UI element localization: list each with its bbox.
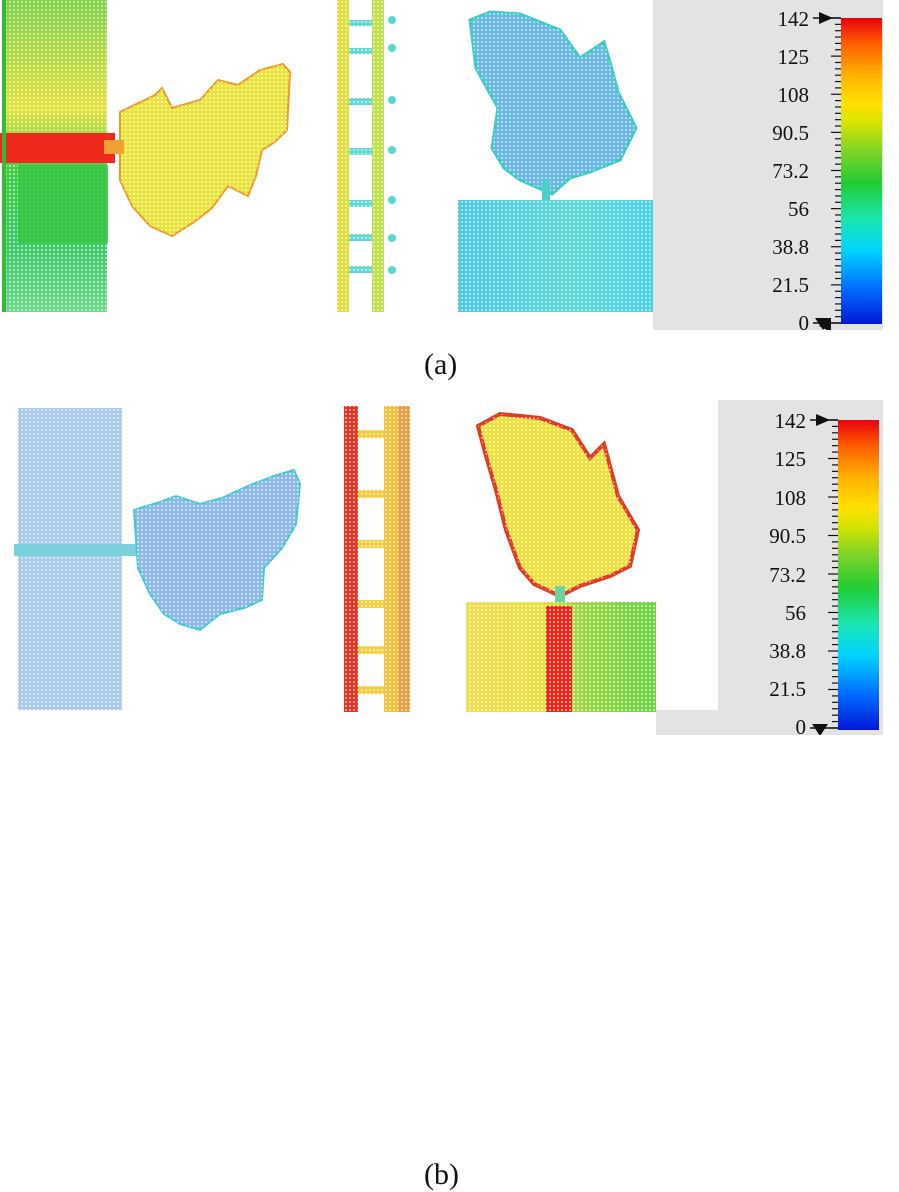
left-leaf-shape-a	[104, 62, 292, 238]
colorbar-tick-label: 0	[795, 715, 807, 739]
caption-a: (a)	[424, 348, 458, 381]
right-base-block-a	[458, 200, 654, 312]
colorbar-gradient-b	[838, 420, 879, 730]
left-block-a	[0, 0, 115, 312]
panel-a: 142 125 108 90.5 73.2 56 38.8 21.5 0 (a)	[0, 0, 899, 381]
colorbar-tick-label: 108	[774, 486, 807, 510]
colorbar-tick-label: 90.5	[772, 121, 809, 145]
colorbar-tick-label: 21.5	[772, 273, 809, 297]
colorbar-b: 142 125 108 90.5 73.2 56 38.8 21.5 0	[656, 400, 883, 739]
field-plot-a	[0, 0, 654, 312]
left-block-b	[14, 408, 136, 710]
colorbar-tick-label: 73.2	[769, 563, 806, 587]
colorbar-tick-label: 125	[777, 45, 810, 69]
center-comb-a	[337, 0, 404, 312]
colorbar-tick-label: 90.5	[769, 524, 806, 548]
left-leaf-shape-b	[132, 468, 302, 632]
colorbar-tick-label: 38.8	[772, 235, 809, 259]
right-leaf-shape-a	[468, 10, 638, 206]
center-comb-b	[344, 406, 410, 712]
colorbar-tick-label: 142	[777, 7, 810, 31]
colorbar-a: 142 125 108 90.5 73.2 56 38.8 21.5 0	[653, 0, 883, 334]
right-base-block-b	[466, 602, 662, 712]
colorbar-tick-label: 73.2	[772, 159, 809, 183]
right-leaf-shape-b	[475, 411, 641, 606]
colorbar-ticks-b	[810, 414, 838, 735]
colorbar-tick-label: 38.8	[769, 639, 806, 663]
colorbar-tick-label: 21.5	[769, 677, 806, 701]
caption-b: (b)	[424, 1158, 459, 1191]
field-plot-b	[14, 406, 662, 712]
panel-b: 142 125 108 90.5 73.2 56 38.8 21.5 0 (b)	[0, 400, 899, 1191]
colorbar-tick-label: 56	[788, 197, 809, 221]
colorbar-ticks-a	[813, 12, 841, 330]
colorbar-tick-label: 108	[777, 83, 810, 107]
colorbar-tick-label: 142	[774, 409, 807, 433]
left-block-hotspot-a	[0, 133, 115, 163]
colorbar-tick-label: 125	[774, 447, 807, 471]
colorbar-tick-label: 56	[785, 601, 806, 625]
colorbar-gradient-a	[841, 18, 882, 324]
colorbar-tick-label: 0	[798, 311, 810, 335]
